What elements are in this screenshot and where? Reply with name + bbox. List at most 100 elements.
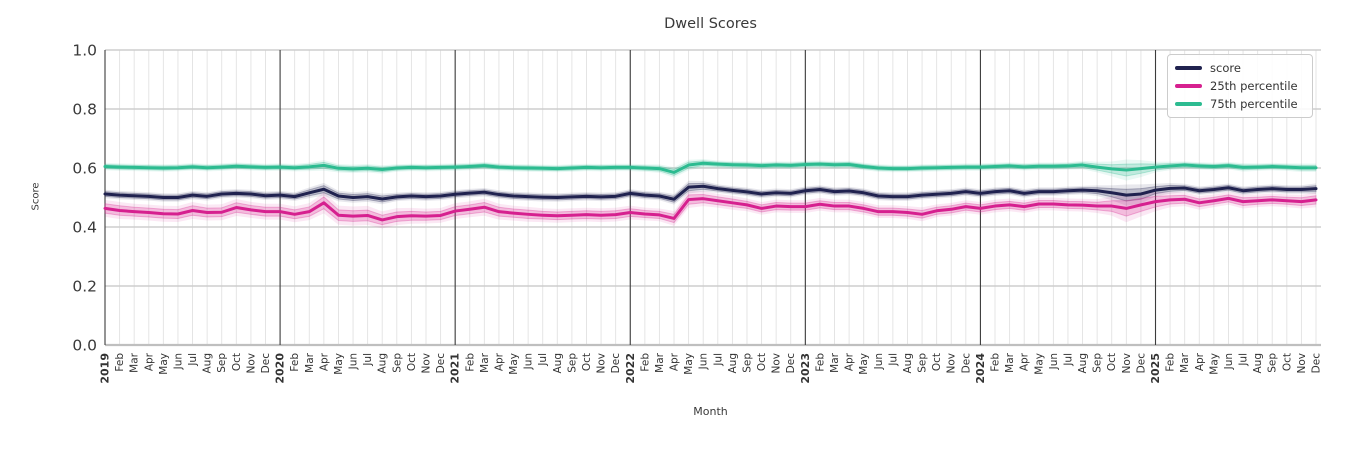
svg-text:Feb: Feb [639, 353, 651, 372]
series-line-2 [103, 161, 1318, 174]
series-line-0 [103, 184, 1318, 201]
svg-text:Jul: Jul [1238, 353, 1250, 367]
svg-text:May: May [1033, 353, 1045, 375]
legend-item-75th-percentile: 75th percentile [1175, 97, 1304, 111]
svg-text:Nov: Nov [245, 353, 257, 374]
svg-text:Dec: Dec [610, 353, 622, 374]
svg-text:2025: 2025 [1149, 353, 1162, 384]
svg-text:1.0: 1.0 [72, 42, 97, 60]
y-tick-labels: 0.0 0.2 0.4 0.6 0.8 1.0 [72, 42, 97, 355]
svg-text:May: May [858, 353, 870, 375]
svg-text:Oct: Oct [931, 353, 943, 371]
svg-text:May: May [508, 353, 520, 375]
svg-text:Sep: Sep [391, 353, 403, 373]
svg-text:Jul: Jul [187, 353, 199, 367]
svg-text:Aug: Aug [552, 353, 564, 374]
svg-text:2024: 2024 [974, 353, 987, 384]
svg-text:Mar: Mar [829, 352, 841, 372]
svg-text:Jun: Jun [172, 353, 184, 370]
y-axis-label: Score [30, 182, 42, 211]
svg-text:Oct: Oct [1281, 353, 1293, 371]
svg-text:Feb: Feb [990, 353, 1002, 372]
svg-text:Mar: Mar [654, 352, 666, 372]
svg-text:Oct: Oct [581, 353, 593, 371]
svg-text:Oct: Oct [1106, 353, 1118, 371]
svg-text:Feb: Feb [114, 353, 126, 372]
75th-percentile-line-swatch [1175, 102, 1202, 106]
svg-text:Aug: Aug [1252, 353, 1264, 374]
svg-text:Apr: Apr [1019, 352, 1031, 371]
svg-text:Jul: Jul [537, 353, 549, 367]
svg-text:Apr: Apr [318, 352, 330, 371]
svg-text:2019: 2019 [99, 353, 112, 384]
score-line-swatch [1175, 66, 1202, 70]
svg-text:Nov: Nov [596, 353, 608, 374]
svg-text:Jul: Jul [362, 353, 374, 367]
x-tick-labels: 2019 Feb Mar Apr May Jun Jul Aug Sep Oct Nov Dec 202… [99, 352, 1323, 383]
svg-text:Aug: Aug [902, 353, 914, 374]
svg-text:Sep: Sep [1092, 353, 1104, 373]
svg-text:Apr: Apr [143, 352, 155, 371]
svg-text:0.4: 0.4 [72, 219, 97, 237]
svg-text:Jul: Jul [1062, 353, 1074, 367]
svg-text:0.8: 0.8 [72, 101, 97, 119]
svg-text:Jun: Jun [873, 353, 885, 370]
svg-text:Apr: Apr [493, 352, 505, 371]
svg-text:May: May [1208, 353, 1220, 375]
svg-text:Sep: Sep [917, 353, 929, 373]
svg-text:Apr: Apr [669, 352, 681, 371]
svg-text:May: May [158, 353, 170, 375]
svg-text:Jul: Jul [887, 353, 899, 367]
svg-text:2020: 2020 [274, 353, 287, 384]
svg-text:Sep: Sep [741, 353, 753, 373]
svg-text:Sep: Sep [1267, 353, 1279, 373]
svg-text:Sep: Sep [216, 353, 228, 373]
svg-text:Aug: Aug [727, 353, 739, 374]
series-line-1 [103, 196, 1318, 222]
svg-text:Jun: Jun [698, 353, 710, 370]
x-axis-label: Month [693, 405, 728, 418]
svg-text:Jul: Jul [712, 353, 724, 367]
svg-text:Feb: Feb [289, 353, 301, 372]
svg-text:Oct: Oct [231, 353, 243, 371]
legend-label: 75th percentile [1210, 97, 1298, 111]
svg-text:Jun: Jun [348, 353, 360, 370]
year-boundary-lines [104, 50, 1157, 345]
svg-text:2021: 2021 [449, 353, 462, 384]
svg-text:Oct: Oct [406, 353, 418, 371]
svg-text:Feb: Feb [464, 353, 476, 372]
svg-text:Nov: Nov [946, 353, 958, 374]
svg-text:2022: 2022 [624, 353, 637, 384]
legend-item-25th-percentile: 25th percentile [1175, 79, 1304, 93]
svg-text:Sep: Sep [566, 353, 578, 373]
chart-title: Dwell Scores [664, 16, 757, 32]
svg-text:Feb: Feb [814, 353, 826, 372]
svg-text:0.6: 0.6 [72, 160, 97, 178]
svg-text:Jun: Jun [1048, 353, 1060, 370]
svg-text:Dec: Dec [960, 353, 972, 374]
svg-text:Dec: Dec [260, 353, 272, 374]
svg-text:Aug: Aug [377, 353, 389, 374]
svg-text:Mar: Mar [304, 352, 316, 372]
svg-text:Aug: Aug [1077, 353, 1089, 374]
svg-text:Apr: Apr [844, 352, 856, 371]
svg-text:May: May [683, 353, 695, 375]
svg-text:Jun: Jun [1223, 353, 1235, 370]
svg-text:Apr: Apr [1194, 352, 1206, 371]
svg-text:Feb: Feb [1165, 353, 1177, 372]
svg-text:Nov: Nov [1121, 353, 1133, 374]
svg-text:Dec: Dec [1135, 353, 1147, 374]
svg-text:Oct: Oct [756, 353, 768, 371]
svg-text:Nov: Nov [771, 353, 783, 374]
svg-text:Mar: Mar [1179, 352, 1191, 372]
svg-text:Mar: Mar [129, 352, 141, 372]
svg-text:Aug: Aug [202, 353, 214, 374]
25th-percentile-line-swatch [1175, 84, 1202, 88]
legend-label: 25th percentile [1210, 79, 1298, 93]
svg-text:Nov: Nov [1296, 353, 1308, 374]
svg-text:Dec: Dec [785, 353, 797, 374]
svg-text:Mar: Mar [479, 352, 491, 372]
svg-text:2023: 2023 [799, 353, 812, 384]
